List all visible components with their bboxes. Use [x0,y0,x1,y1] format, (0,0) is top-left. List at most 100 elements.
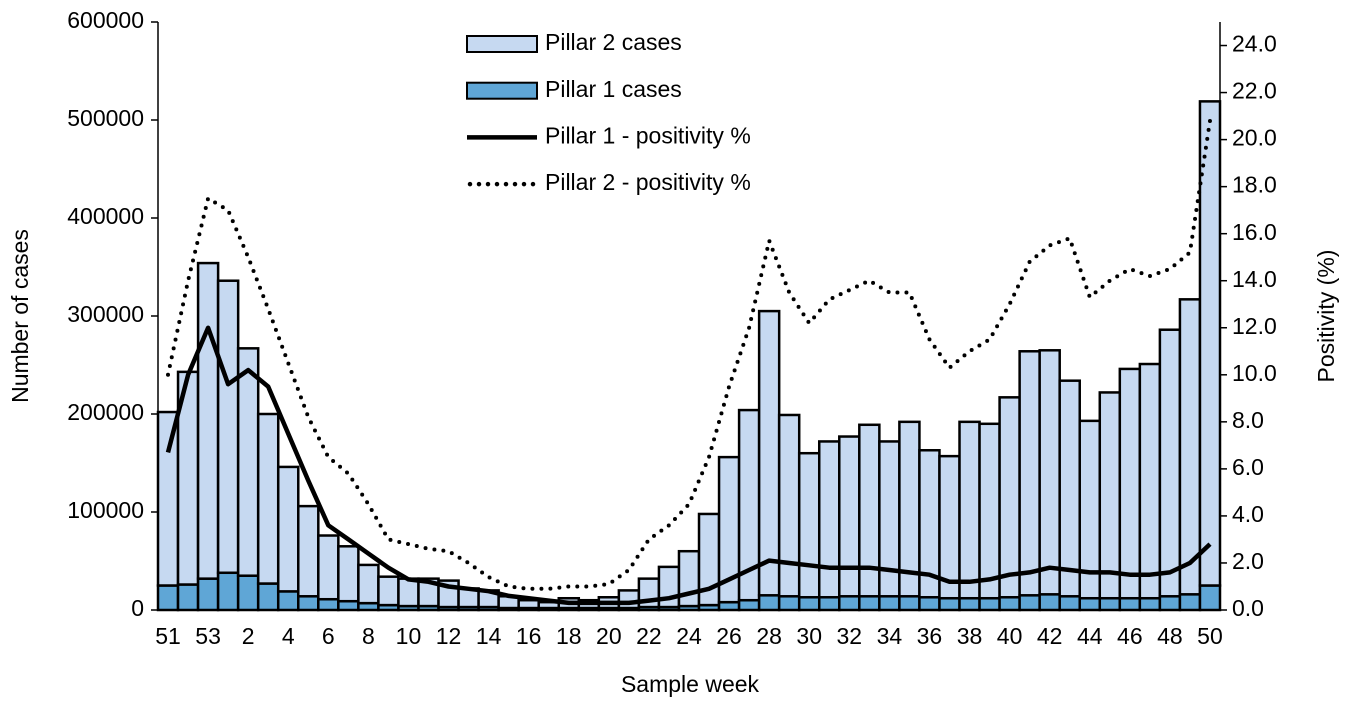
bar [1098,391,1122,600]
x-tick-label: 22 [636,623,662,649]
x-tick-label: 46 [1117,623,1143,649]
x-tick-label: 51 [155,623,181,649]
y-tick-label: 300000 [67,301,144,327]
y2-axis-title: Positivity (%) [1313,250,1339,383]
x-tick-label: 14 [476,623,502,649]
bar [216,571,240,612]
x-tick-label: 2 [242,623,255,649]
bar [276,465,300,593]
x-tick-label: 32 [837,623,863,649]
x-tick-label: 40 [997,623,1023,649]
bar [617,589,641,610]
bar [236,347,260,577]
x-tick-label: 36 [917,623,943,649]
bar [1198,584,1222,612]
x-tick-label: 34 [877,623,903,649]
bar [1038,349,1061,596]
legend-label: Pillar 2 - positivity % [545,169,751,195]
bar [1098,596,1122,612]
bar [1178,298,1202,596]
x-tick-label: 6 [322,623,335,649]
bar [1058,595,1081,612]
bar [337,599,360,612]
bar [1178,593,1202,612]
bar [677,549,701,608]
x-axis-title: Sample week [621,671,760,697]
y-tick-label: 400000 [67,203,144,229]
bar [958,596,981,612]
bar [397,577,420,608]
bar [858,595,881,612]
bar [216,279,240,575]
bar [998,396,1021,599]
y2-tick-label: 24.0 [1232,31,1277,57]
bar [1158,328,1182,598]
bar [1158,595,1182,612]
x-tick-label: 42 [1037,623,1063,649]
x-tick-label: 53 [195,623,221,649]
y2-tick-label: 2.0 [1232,548,1264,574]
y2-tick-label: 16.0 [1232,219,1277,245]
x-tick-label: 10 [396,623,422,649]
bar [1118,596,1142,612]
y2-tick-label: 4.0 [1232,501,1264,527]
y2-tick-label: 8.0 [1232,407,1264,433]
bar [1038,593,1061,612]
bar [276,590,300,612]
x-tick-label: 12 [436,623,462,649]
x-tick-label: 28 [756,623,782,649]
bar [1138,362,1162,600]
line [166,118,1212,591]
legend-label: Pillar 1 - positivity % [545,122,751,148]
y2-tick-label: 22.0 [1232,78,1277,104]
bar [377,575,400,607]
y2-tick-label: 14.0 [1232,266,1277,292]
y2-tick-label: 20.0 [1232,125,1277,151]
bar [777,595,801,612]
bar [737,598,761,612]
x-tick-label: 38 [957,623,983,649]
y2-tick-label: 0.0 [1232,595,1264,621]
bar [1058,379,1081,598]
bar [978,596,1001,612]
bar [777,413,801,598]
legend-label: Pillar 1 cases [545,76,682,102]
y-tick-label: 0 [131,595,144,621]
x-tick-label: 44 [1077,623,1103,649]
bar [357,563,380,605]
bar [757,309,781,597]
bar [817,596,841,612]
x-tick-label: 16 [516,623,542,649]
legend-swatch [466,35,538,53]
bar [938,596,961,612]
bar [196,261,220,580]
bar [918,596,941,612]
bar [517,598,540,610]
y2-tick-label: 6.0 [1232,454,1264,480]
bar [757,594,781,612]
bar [297,595,320,612]
bar [156,584,180,612]
bar [196,577,220,612]
bar [978,422,1001,600]
x-tick-label: 30 [796,623,822,649]
x-tick-label: 18 [556,623,582,649]
bar [1078,596,1102,612]
bar [236,574,260,612]
y2-tick-label: 10.0 [1232,360,1277,386]
bar [1018,350,1041,597]
bar [1018,594,1041,612]
x-tick-label: 24 [676,623,702,649]
bar [337,545,360,603]
bar [1138,596,1162,612]
y-tick-label: 600000 [67,7,144,33]
y-tick-label: 500000 [67,105,144,131]
bar [256,582,280,612]
bar [297,504,320,598]
y2-tick-label: 12.0 [1232,313,1277,339]
legend-swatch [466,81,538,100]
bar [998,596,1021,612]
y-tick-label: 100000 [67,497,144,523]
x-tick-label: 4 [282,623,295,649]
